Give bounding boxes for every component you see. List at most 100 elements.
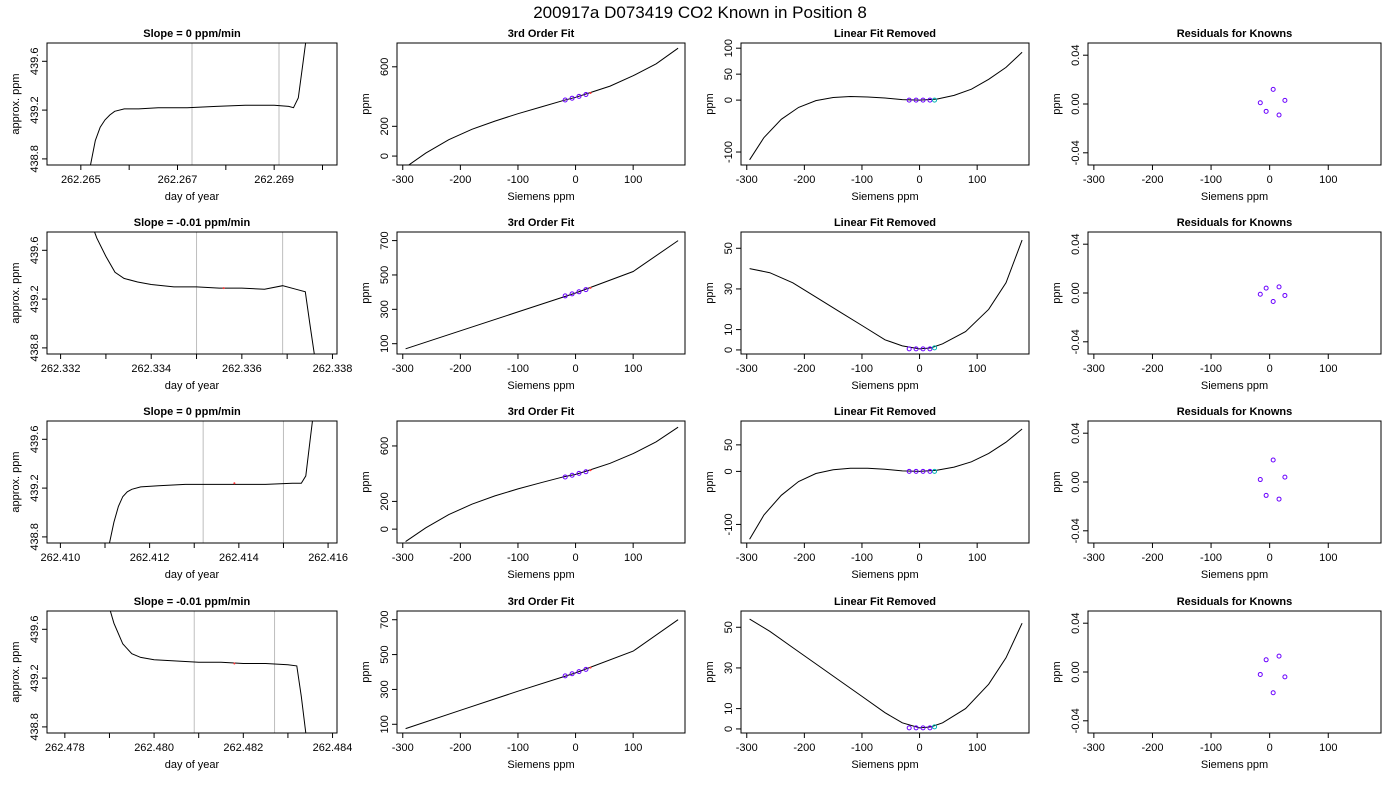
data-point bbox=[1257, 671, 1263, 677]
y-axis-label: ppm bbox=[1051, 282, 1063, 303]
panel-title: 3rd Order Fit bbox=[508, 406, 575, 418]
y-tick-label: 30 bbox=[723, 283, 735, 295]
x-tick-label: -300 bbox=[736, 363, 758, 375]
y-tick-label: 50 bbox=[723, 621, 735, 633]
y-axis-label: ppm bbox=[1051, 661, 1063, 682]
y-tick-label: 0.04 bbox=[1070, 233, 1082, 254]
data-point bbox=[932, 97, 938, 103]
x-tick-label: -300 bbox=[392, 174, 414, 186]
x-tick-label: 262.269 bbox=[254, 174, 294, 186]
data-point bbox=[569, 472, 575, 478]
r2-timeseries-panel: Slope = -0.01 ppm/min 262.332 262.334 262.3… bbox=[10, 217, 352, 392]
data-point bbox=[920, 97, 926, 103]
y-tick-label: 439.6 bbox=[29, 426, 41, 454]
y-tick-label: -0.04 bbox=[1070, 708, 1082, 733]
data-point bbox=[920, 468, 926, 474]
data-point bbox=[1263, 492, 1269, 498]
plot-frame bbox=[1087, 610, 1382, 734]
plot-frame bbox=[396, 231, 686, 355]
x-tick-label: -200 bbox=[449, 552, 471, 564]
data-point bbox=[1263, 285, 1269, 291]
r1-fit-panel: 3rd Order Fit -300 -200 -100 0 100 0 200 600 Siem… bbox=[360, 28, 686, 203]
y-tick-label: 50 bbox=[723, 68, 735, 80]
series-line bbox=[109, 611, 307, 733]
x-axis-label: Siemens ppm bbox=[507, 569, 574, 581]
x-axis-label: Siemens ppm bbox=[1201, 191, 1268, 203]
data-point bbox=[1282, 474, 1288, 480]
x-tick-label: 0 bbox=[1267, 363, 1273, 375]
series-line bbox=[109, 421, 313, 543]
y-tick-label: 439.2 bbox=[29, 96, 41, 124]
y-tick-label: 50 bbox=[723, 242, 735, 254]
y-tick-label: 500 bbox=[379, 266, 391, 284]
x-tick-label: 262.480 bbox=[134, 742, 174, 754]
y-tick-label: 0.04 bbox=[1070, 612, 1082, 633]
y-tick-label: 0.04 bbox=[1070, 422, 1082, 443]
data-point bbox=[1282, 674, 1288, 680]
x-tick-label: 0 bbox=[916, 552, 922, 564]
r4-resid-panel: Residuals for Knowns -300 -200 -100 0 100 -0.0… bbox=[1051, 596, 1382, 771]
x-tick-label: 262.484 bbox=[313, 742, 353, 754]
x-tick-label: -100 bbox=[507, 363, 529, 375]
y-tick-label: -100 bbox=[723, 513, 735, 535]
y-axis-label: ppm bbox=[704, 661, 716, 682]
data-point bbox=[1270, 299, 1276, 305]
x-tick-label: 100 bbox=[968, 742, 986, 754]
data-point bbox=[906, 468, 912, 474]
r3-fit-panel: 3rd Order Fit -300 -200 -100 0 100 0 200 600 Siem… bbox=[360, 406, 686, 581]
data-point bbox=[1270, 457, 1276, 463]
x-tick-label: 100 bbox=[624, 174, 642, 186]
data-point bbox=[589, 666, 592, 669]
panel-title: Residuals for Knowns bbox=[1177, 406, 1293, 418]
y-tick-label: 0.00 bbox=[1070, 471, 1082, 492]
series-line bbox=[407, 47, 679, 165]
x-tick-label: -300 bbox=[1083, 742, 1105, 754]
data-point bbox=[576, 289, 582, 295]
x-tick-label: 0 bbox=[1267, 174, 1273, 186]
x-tick-label: -200 bbox=[793, 174, 815, 186]
y-tick-label: 0.00 bbox=[1070, 93, 1082, 114]
x-tick-label: 0 bbox=[916, 174, 922, 186]
y-tick-label: -100 bbox=[723, 141, 735, 163]
x-axis-label: day of year bbox=[165, 759, 220, 771]
panel-title: 3rd Order Fit bbox=[508, 28, 575, 40]
y-tick-label: 100 bbox=[379, 715, 391, 733]
x-tick-label: -100 bbox=[1200, 363, 1222, 375]
data-point bbox=[589, 469, 592, 472]
panel-title: 3rd Order Fit bbox=[508, 217, 575, 229]
data-point bbox=[1257, 100, 1263, 106]
x-tick-label: 262.410 bbox=[41, 552, 81, 564]
x-tick-label: 100 bbox=[624, 552, 642, 564]
y-tick-label: 439.6 bbox=[29, 48, 41, 76]
panel-title: 3rd Order Fit bbox=[508, 596, 575, 608]
x-tick-label: -100 bbox=[1200, 742, 1222, 754]
x-tick-label: -300 bbox=[1083, 174, 1105, 186]
x-tick-label: -200 bbox=[793, 552, 815, 564]
x-tick-label: -300 bbox=[392, 363, 414, 375]
series-line bbox=[749, 239, 1023, 350]
x-axis-label: Siemens ppm bbox=[507, 191, 574, 203]
x-tick-label: -200 bbox=[449, 742, 471, 754]
data-point bbox=[1282, 97, 1288, 103]
x-tick-label: 262.414 bbox=[219, 552, 259, 564]
x-tick-label: -200 bbox=[449, 174, 471, 186]
data-point bbox=[932, 468, 938, 474]
x-tick-label: 100 bbox=[1319, 742, 1337, 754]
data-point bbox=[1257, 291, 1263, 297]
y-tick-label: 438.8 bbox=[29, 334, 41, 362]
data-point bbox=[1276, 653, 1282, 659]
plot-frame bbox=[396, 610, 686, 734]
x-tick-label: -100 bbox=[1200, 552, 1222, 564]
x-axis-label: Siemens ppm bbox=[1201, 759, 1268, 771]
data-point bbox=[913, 468, 919, 474]
x-tick-label: -100 bbox=[1200, 174, 1222, 186]
data-point bbox=[576, 669, 582, 675]
plot-frame bbox=[1087, 42, 1382, 166]
y-tick-label: 0.00 bbox=[1070, 282, 1082, 303]
x-tick-label: 0 bbox=[1267, 742, 1273, 754]
series-line bbox=[405, 619, 679, 730]
x-tick-label: 100 bbox=[1319, 552, 1337, 564]
series-line bbox=[94, 232, 315, 354]
r4-timeseries-panel: Slope = -0.01 ppm/min 262.478 262.480 262.4… bbox=[10, 596, 353, 771]
data-point bbox=[233, 482, 236, 485]
